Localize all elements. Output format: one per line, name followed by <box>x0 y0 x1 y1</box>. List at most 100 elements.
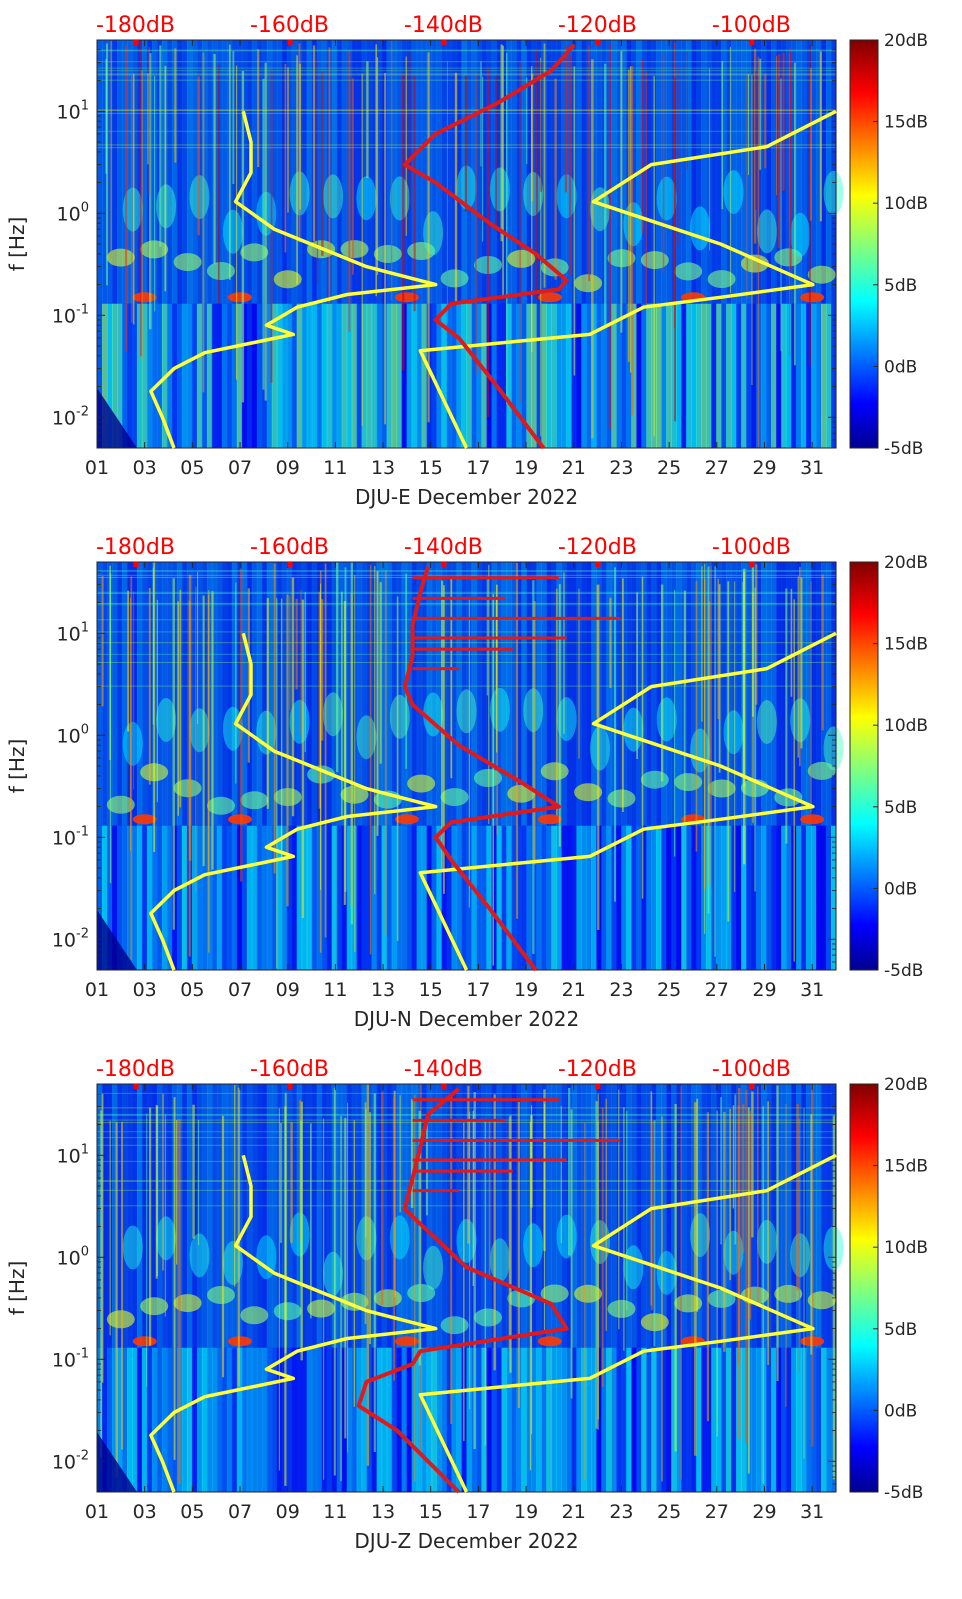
panel-east-colorbar-tick-label: 15dB <box>884 113 928 133</box>
panel-vertical-x-tick-label: 03 <box>133 1501 157 1523</box>
panel-north-colorbar-tick-label: 5dB <box>884 798 917 818</box>
panel-north-top-db-tick-label: -120dB <box>558 535 637 560</box>
panel-north-colorbar-tick-label: 10dB <box>884 716 928 736</box>
panel-vertical-y-tick-label: 100 <box>57 1244 89 1269</box>
panel-east-colorbar-tick-label: -5dB <box>884 439 923 459</box>
panel-north-top-db-tick-label: -160dB <box>250 535 329 560</box>
panel-north-top-db-tick-label: -180dB <box>96 535 175 560</box>
panel-east-median-psd-line <box>402 43 576 450</box>
panel-vertical-top-db-tick <box>749 1084 755 1089</box>
panel-north-y-axis-label: f [Hz] <box>5 739 29 794</box>
panel-north-x-tick-label: 03 <box>133 979 157 1001</box>
panel-vertical-top-db-tick <box>133 1084 139 1089</box>
panel-north-low-noise-model-line <box>149 632 438 971</box>
panel-east-top-db-tick-label: -160dB <box>250 13 329 38</box>
panel-vertical-x-tick-label: 19 <box>514 1501 538 1523</box>
panel-east-x-tick-label: 03 <box>133 457 157 479</box>
panel-vertical-top-db-tick-label: -160dB <box>250 1057 329 1082</box>
panel-east-colorbar-tick-label: 20dB <box>884 31 928 51</box>
panel-vertical-x-tick-label: 21 <box>562 1501 586 1523</box>
panel-north-colorbar: -5dB 0dB 5dB 10dB 15dB 20dB <box>849 553 928 981</box>
panel-east-x-tick-label: 05 <box>180 457 204 479</box>
panel-vertical-top-db-tick <box>441 1084 447 1089</box>
panel-east-top-db-tick <box>133 40 139 45</box>
spectrogram-panel-north: 01 03 05 07 09 11 13 15 17 19 21 23 25 27 29 31 DJU-N De… <box>5 535 928 1031</box>
panel-east-x-axis-label: DJU-E December 2022 <box>355 485 578 509</box>
panel-north-spectrogram-image <box>97 562 844 970</box>
panel-north-colorbar-gradient <box>849 561 879 971</box>
panel-east-colorbar: -5dB 0dB 5dB 10dB 15dB 20dB <box>849 31 928 459</box>
panel-north-x-tick-label: 17 <box>466 979 490 1001</box>
panel-north-top-db-tick-label: -140dB <box>404 535 483 560</box>
panel-east-colorbar-tick-label: 5dB <box>884 276 917 296</box>
panel-north-top-db-tick <box>595 562 601 567</box>
panel-east-x-tick-label: 01 <box>85 457 109 479</box>
panel-north-x-tick-label: 23 <box>609 979 633 1001</box>
panel-north-top-db-tick-label: -100dB <box>712 535 791 560</box>
panel-vertical-colorbar-tick-label: 0dB <box>884 1401 917 1421</box>
panel-vertical-x-tick-label: 17 <box>466 1501 490 1523</box>
panel-vertical-x-tick-label: 27 <box>705 1501 729 1523</box>
panel-east-y-tick-label: 10-2 <box>52 404 89 429</box>
panel-north-x-tick-label: 01 <box>85 979 109 1001</box>
panel-east-top-db-tick-label: -120dB <box>558 13 637 38</box>
panel-vertical-spectrogram-image <box>97 1084 844 1492</box>
panel-east-x-tick-label: 13 <box>371 457 395 479</box>
panel-east-spectrogram-image <box>97 40 844 448</box>
panel-vertical-top-db-tick-label: -120dB <box>558 1057 637 1082</box>
panel-vertical-x-tick-label: 31 <box>800 1501 824 1523</box>
panel-vertical-x-tick-label: 01 <box>85 1501 109 1523</box>
panel-vertical-colorbar-tick-label: 20dB <box>884 1075 928 1095</box>
panel-north-x-tick-label: 15 <box>419 979 443 1001</box>
panel-east-x-tick-label: 23 <box>609 457 633 479</box>
panel-vertical-top-db-tick-label: -180dB <box>96 1057 175 1082</box>
panel-north-y-tick-label: 101 <box>57 620 89 645</box>
panel-east-x-tick-label: 07 <box>228 457 252 479</box>
panel-east-x-tick-label: 29 <box>752 457 776 479</box>
panel-north-x-tick-label: 29 <box>752 979 776 1001</box>
panel-east-y-tick-label: 100 <box>57 200 89 225</box>
panel-east-top-db-tick-label: -180dB <box>96 13 175 38</box>
panel-north-x-tick-label: 25 <box>657 979 681 1001</box>
panel-north-y-tick-label: 10-1 <box>52 824 89 849</box>
panel-vertical-x-tick-label: 29 <box>752 1501 776 1523</box>
panel-north-x-tick-label: 13 <box>371 979 395 1001</box>
panel-north-colorbar-tick-label: 20dB <box>884 553 928 573</box>
panel-vertical-x-tick-label: 25 <box>657 1501 681 1523</box>
panel-vertical-y-axis-label: f [Hz] <box>5 1261 29 1316</box>
panel-north-x-tick-label: 19 <box>514 979 538 1001</box>
panel-vertical-top-db-tick-label: -100dB <box>712 1057 791 1082</box>
panel-east-x-tick-label: 09 <box>276 457 300 479</box>
panel-north-x-tick-label: 21 <box>562 979 586 1001</box>
panel-north-top-db-tick <box>133 562 139 567</box>
panel-north-y-tick-label: 100 <box>57 722 89 747</box>
panel-vertical-x-tick-label: 05 <box>180 1501 204 1523</box>
panel-east-x-tick-label: 15 <box>419 457 443 479</box>
panel-vertical-top-db-tick <box>287 1084 293 1089</box>
panel-east-x-tick-label: 19 <box>514 457 538 479</box>
panel-east-x-tick-label: 21 <box>562 457 586 479</box>
panel-vertical-y-tick-label: 10-2 <box>52 1448 89 1473</box>
panel-east-low-noise-model-line <box>149 110 438 449</box>
panel-north-high-noise-model-line <box>418 631 837 971</box>
panel-east-high-noise-model-line <box>418 109 837 449</box>
panel-vertical-colorbar-gradient <box>849 1083 879 1493</box>
panel-east-top-db-tick <box>749 40 755 45</box>
panel-north-top-db-tick <box>749 562 755 567</box>
panel-east-top-db-tick-label: -140dB <box>404 13 483 38</box>
panel-vertical-top-db-tick-label: -140dB <box>404 1057 483 1082</box>
panel-east-top-db-tick <box>441 40 447 45</box>
panel-north-x-tick-label: 07 <box>228 979 252 1001</box>
panel-vertical-x-tick-label: 23 <box>609 1501 633 1523</box>
panel-vertical-y-tick-label: 10-1 <box>52 1346 89 1371</box>
panel-vertical-x-axis-label: DJU-Z December 2022 <box>354 1529 578 1553</box>
panel-vertical-x-tick-label: 11 <box>323 1501 347 1523</box>
panel-east-colorbar-gradient <box>849 39 879 449</box>
panel-vertical-colorbar-tick-label: 15dB <box>884 1157 928 1177</box>
panel-vertical-x-tick-label: 09 <box>276 1501 300 1523</box>
panel-north-x-tick-label: 09 <box>276 979 300 1001</box>
panel-east-y-tick-label: 101 <box>57 98 89 123</box>
panel-vertical-colorbar-tick-label: -5dB <box>884 1483 923 1503</box>
panel-north-x-tick-label: 31 <box>800 979 824 1001</box>
